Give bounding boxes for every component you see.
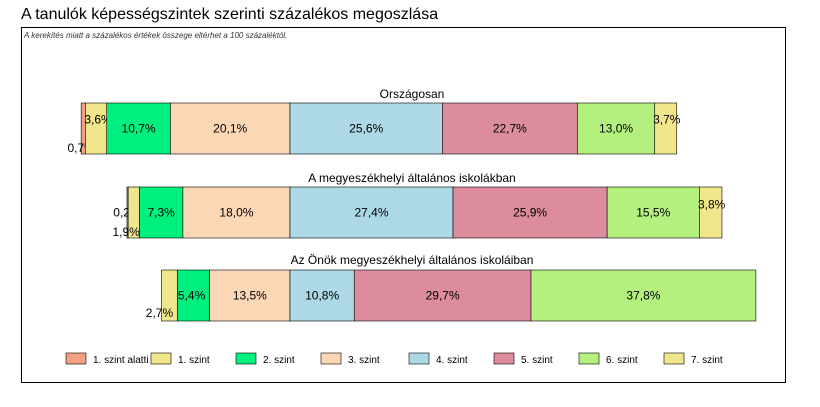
legend-swatch	[408, 352, 430, 365]
data-label: 7,3%	[148, 206, 176, 220]
legend-entry: 2. szint	[235, 352, 295, 366]
legend-label: 1. szint alatti	[93, 355, 149, 366]
legend-label: 6. szint	[606, 355, 638, 366]
data-label: 20,1%	[213, 122, 247, 136]
data-label: 3,8%	[698, 198, 726, 212]
bar-segment	[442, 102, 578, 155]
chart-title: A tanulók képességszintek szerinti száza…	[21, 6, 439, 23]
data-label: 1,9%	[112, 225, 140, 239]
legend-label: 3. szint	[348, 355, 380, 366]
legend-swatch	[150, 352, 172, 365]
category-label: Országosan	[380, 87, 445, 101]
bar-segment	[654, 102, 678, 155]
bar-segment	[289, 269, 355, 322]
legend-entry: 6. szint	[578, 352, 638, 366]
legend-swatch	[493, 352, 515, 365]
data-label: 22,7%	[493, 122, 527, 136]
bar-segment	[170, 102, 291, 155]
bar-segment	[577, 102, 656, 155]
data-label: 25,9%	[513, 206, 547, 220]
bar-segment	[452, 186, 608, 239]
data-label: 37,8%	[626, 289, 660, 303]
category-label: A megyeszékhelyi általános iskolákban	[308, 171, 515, 185]
data-label: 29,7%	[426, 289, 460, 303]
category-label: Az Önök megyeszékhelyi általános iskolái…	[291, 253, 534, 267]
bar-segment	[85, 102, 108, 155]
data-label: 27,4%	[354, 206, 388, 220]
data-label: 3,7%	[653, 113, 681, 127]
legend-swatch	[65, 352, 87, 365]
data-label: 10,8%	[305, 289, 339, 303]
bar-segment	[106, 102, 171, 155]
chart-frame	[21, 27, 786, 383]
legend-swatch	[235, 352, 257, 365]
data-label: 18,0%	[219, 206, 253, 220]
legend-label: 5. szint	[521, 355, 553, 366]
data-label: 5,4%	[178, 289, 206, 303]
bar-segment	[139, 186, 184, 239]
legend-entry: 1. szint alatti	[65, 352, 149, 366]
bar-group: Az Önök megyeszékhelyi általános iskolái…	[146, 253, 757, 322]
legend-entry: 5. szint	[493, 352, 553, 366]
bar-segment	[177, 269, 210, 322]
legend-entry: 3. szint	[320, 352, 380, 366]
data-label: 3,6%	[84, 113, 112, 127]
legend-label: 4. szint	[436, 355, 468, 366]
bar-segment	[606, 186, 700, 239]
legend-label: 7. szint	[691, 355, 723, 366]
bar-segment	[353, 269, 532, 322]
legend-swatch	[320, 352, 342, 365]
legend-entry: 7. szint	[663, 352, 723, 366]
bar-segment	[209, 269, 291, 322]
bar-segment	[182, 186, 291, 239]
legend-swatch	[663, 352, 685, 365]
data-label: 10,7%	[122, 122, 156, 136]
data-label: 15,5%	[636, 206, 670, 220]
bar-group: A megyeszékhelyi általános iskolákban0,2…	[112, 171, 725, 239]
bar-segment	[699, 186, 723, 239]
data-label: 25,6%	[349, 122, 383, 136]
chart-note: A kerekítés miatt a százalékos értékek ö…	[24, 31, 288, 40]
legend-label: 2. szint	[263, 355, 295, 366]
data-label: 2,7%	[146, 306, 174, 320]
data-label: 13,0%	[599, 122, 633, 136]
legend-entry: 1. szint	[150, 352, 210, 366]
legend-label: 1. szint	[178, 355, 210, 366]
data-label: 13,5%	[233, 289, 267, 303]
bar-segment	[289, 186, 454, 239]
bar-segment	[289, 102, 443, 155]
bar-segment	[530, 269, 757, 322]
legend-entry: 4. szint	[408, 352, 468, 366]
legend-swatch	[578, 352, 600, 365]
